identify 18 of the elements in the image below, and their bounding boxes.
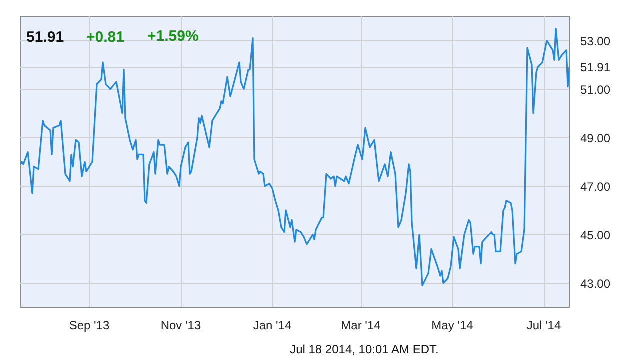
x-tick-label: May '14 (432, 318, 474, 332)
y-tick-label: 47.00 (580, 180, 611, 194)
x-tick-label: Jul '14 (526, 318, 562, 332)
text: Jul 18 2014, 10:01 AM EDT. (290, 342, 439, 356)
x-tick-label: Nov '13 (160, 318, 202, 332)
x-tick-label: Sep '13 (69, 318, 110, 332)
y-tick-label: 51.91 (580, 60, 611, 75)
y-tick-label: 49.00 (580, 131, 611, 146)
y-tick-label: 53.00 (580, 34, 611, 48)
x-tick-label: Mar '14 (341, 318, 382, 332)
y-tick-label: 45.00 (580, 228, 611, 242)
y-tick-label: 51.00 (580, 82, 611, 97)
annotation: +0.81 (86, 29, 124, 46)
line-series (20, 28, 570, 286)
annotation: +1.59% (148, 28, 199, 45)
text: 51.91 (26, 29, 64, 46)
y-tick-label: 43.00 (580, 276, 611, 291)
x-tick-label: Jan '14 (253, 318, 292, 332)
